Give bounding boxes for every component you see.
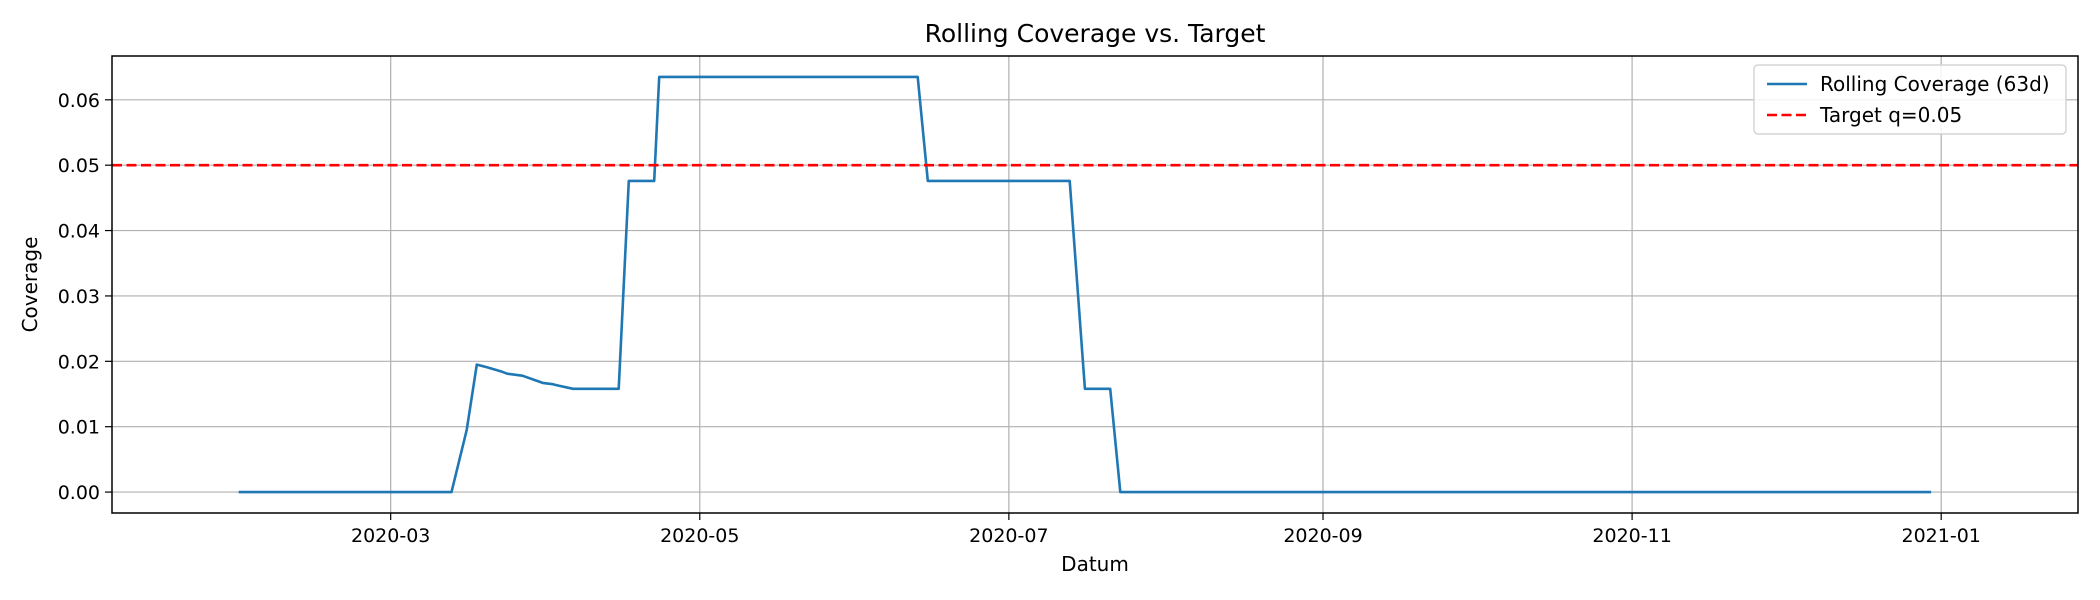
y-tick-label: 0.05 xyxy=(58,155,100,177)
x-axis-label: Datum xyxy=(1061,552,1129,576)
y-tick-label: 0.03 xyxy=(58,286,100,308)
plot-frame xyxy=(111,55,2079,514)
y-tick-label: 0.06 xyxy=(58,90,100,112)
axis-ticks: 2020-03 2020-05 2020-07 2020-09 2020-11 2021-… xyxy=(58,90,1981,547)
x-tick-label: 2020-09 xyxy=(1283,525,1362,547)
legend: Rolling Coverage (63d) Target q=0.05 xyxy=(1753,64,2067,135)
y-axis-label: Coverage xyxy=(18,237,42,333)
x-tick-label: 2020-05 xyxy=(660,525,739,547)
x-tick-label: 2020-03 xyxy=(351,525,430,547)
y-tick-label: 0.00 xyxy=(58,482,100,504)
legend-label: Target q=0.05 xyxy=(1819,103,1962,127)
chart-title: Rolling Coverage vs. Target xyxy=(925,19,1266,48)
coverage-series-line xyxy=(238,75,1932,494)
y-tick-label: 0.01 xyxy=(58,417,100,439)
x-tick-label: 2020-07 xyxy=(969,525,1048,547)
legend-label: Rolling Coverage (63d) xyxy=(1820,72,2050,96)
series-lines xyxy=(112,75,2078,494)
y-tick-label: 0.04 xyxy=(58,221,100,243)
y-tick-label: 0.02 xyxy=(58,351,100,373)
x-tick-label: 2020-11 xyxy=(1592,525,1671,547)
legend-box xyxy=(1753,64,2067,135)
x-tick-label: 2021-01 xyxy=(1901,525,1980,547)
